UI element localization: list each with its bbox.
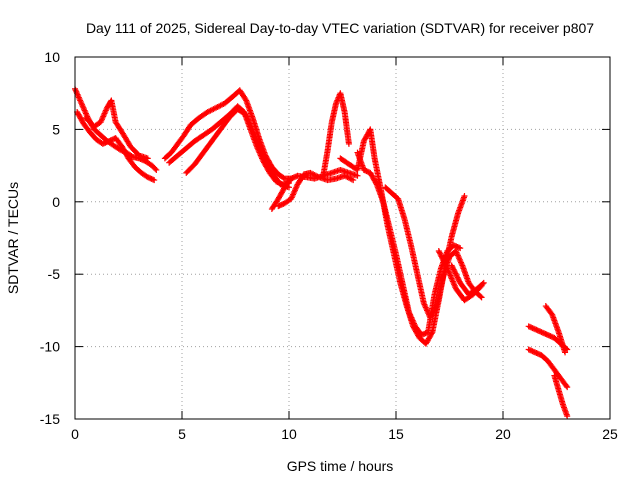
data-point [265,163,272,170]
series-16 [525,346,571,391]
data-point [151,177,158,184]
data-point [441,258,448,265]
series-18 [551,372,571,420]
data-point [261,155,268,162]
data-point [455,275,462,282]
x-tick-label: 20 [495,426,511,442]
data-point [432,304,439,311]
data-point [478,294,485,301]
x-tick-label: 5 [178,426,186,442]
data-point [451,269,458,276]
data-point [260,152,267,159]
grid [75,57,610,419]
series-6 [183,106,292,191]
x-tick-label: 10 [281,426,297,442]
data-point [144,155,151,162]
x-tick-label: 25 [602,426,618,442]
data-point [450,266,457,273]
data-point [436,249,443,256]
data-point [453,271,460,278]
data-point [439,254,446,261]
data-point [152,165,159,172]
data-point [373,180,380,187]
data-point [455,277,462,284]
ticks [74,56,611,420]
data-point [442,261,449,268]
y-tick-label: 5 [52,121,60,137]
series-8 [275,169,357,210]
data-point [262,156,269,163]
series-10 [337,126,468,347]
data-point [480,279,487,286]
data-point [453,273,460,280]
data-point [266,165,273,172]
data-point [564,413,571,420]
series-17 [542,303,569,356]
data-point [451,267,458,274]
data-point [438,253,445,260]
series-3 [82,97,151,162]
y-tick-label: 10 [44,49,60,65]
data-point [266,164,273,171]
series-9 [320,90,352,179]
data-point [461,193,468,200]
data-point [452,270,459,277]
data-point [264,161,271,168]
data-layer [72,85,571,420]
data-point [437,250,444,257]
data-point [260,153,267,160]
data-point [449,263,456,270]
data-point [435,248,442,255]
data-point [428,330,435,337]
data-point [242,96,249,103]
data-point [457,245,464,252]
data-point [562,349,569,356]
data-point [350,177,357,184]
y-tick-label: -5 [48,266,61,282]
y-tick-label: -15 [40,411,60,427]
series-2 [74,109,158,184]
data-point [439,256,446,263]
series-14 [448,262,487,298]
data-point [477,293,484,300]
data-point [264,160,271,167]
x-axis-label: GPS time / hours [287,458,394,474]
data-point [449,265,456,272]
x-tick-label: 0 [71,426,79,442]
data-point [564,384,571,391]
data-point [443,264,450,271]
y-tick-label: -10 [40,339,60,355]
tick-labels: 0 5 10 15 20 25 -15 -10 -5 0 5 10 [40,49,618,442]
data-point [263,159,270,166]
y-tick-label: 0 [52,194,60,210]
data-point [153,166,160,173]
data-point [479,280,486,287]
data-point [267,167,274,174]
data-point [440,257,447,264]
y-axis-label: SDTVAR / TECUs [5,182,21,294]
plot-frame [74,56,611,420]
data-point [354,172,361,179]
data-point [262,157,269,164]
x-tick-label: 15 [388,426,404,442]
data-point [437,252,444,259]
data-point [454,274,461,281]
data-point [563,382,570,389]
chart-title: Day 111 of 2025, Sidereal Day-to-day VTE… [86,20,594,36]
data-point [448,262,455,269]
data-point [345,140,352,147]
data-point [443,262,450,269]
data-point [441,260,448,267]
